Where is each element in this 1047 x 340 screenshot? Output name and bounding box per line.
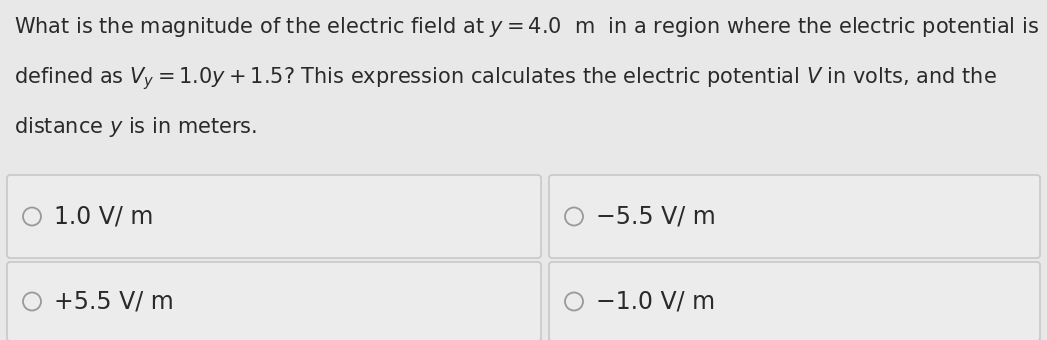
Text: −1.0 V/ m: −1.0 V/ m [596,289,715,313]
Text: −5.5 V/ m: −5.5 V/ m [596,204,716,228]
Text: distance $y$ is in meters.: distance $y$ is in meters. [14,115,258,139]
Text: +5.5 V/ m: +5.5 V/ m [54,289,174,313]
Text: What is the magnitude of the electric field at $y = 4.0$  m  in a region where t: What is the magnitude of the electric fi… [14,15,1039,39]
Circle shape [565,292,583,310]
FancyBboxPatch shape [549,262,1040,340]
FancyBboxPatch shape [7,262,541,340]
Circle shape [23,292,41,310]
Text: 1.0 V/ m: 1.0 V/ m [54,204,153,228]
Circle shape [23,207,41,225]
Circle shape [565,207,583,225]
FancyBboxPatch shape [7,175,541,258]
FancyBboxPatch shape [549,175,1040,258]
Text: defined as $V_y = 1.0y + 1.5$? This expression calculates the electric potential: defined as $V_y = 1.0y + 1.5$? This expr… [14,65,997,92]
